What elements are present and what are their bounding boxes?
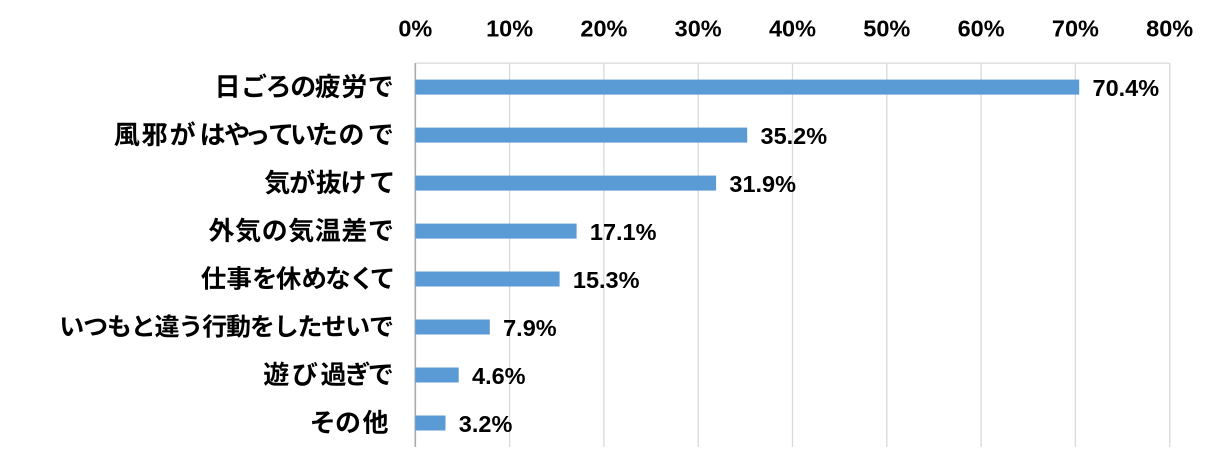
svg-text:60%: 60% [958,16,1005,42]
svg-text:70.4%: 70.4% [1093,75,1160,101]
svg-text:80%: 80% [1146,16,1193,42]
svg-text:40%: 40% [769,16,816,42]
svg-text:15.3%: 15.3% [573,267,640,293]
svg-text:3.2%: 3.2% [459,411,513,437]
svg-text:70%: 70% [1052,16,1099,42]
svg-text:31.9%: 31.9% [729,171,796,197]
svg-text:10%: 10% [486,16,533,42]
svg-text:4.6%: 4.6% [472,363,526,389]
svg-text:0%: 0% [398,16,432,42]
svg-text:50%: 50% [863,16,910,42]
svg-text:17.1%: 17.1% [590,219,657,245]
svg-text:20%: 20% [580,16,627,42]
svg-text:30%: 30% [675,16,722,42]
svg-text:7.9%: 7.9% [503,315,557,341]
svg-text:35.2%: 35.2% [761,123,828,149]
